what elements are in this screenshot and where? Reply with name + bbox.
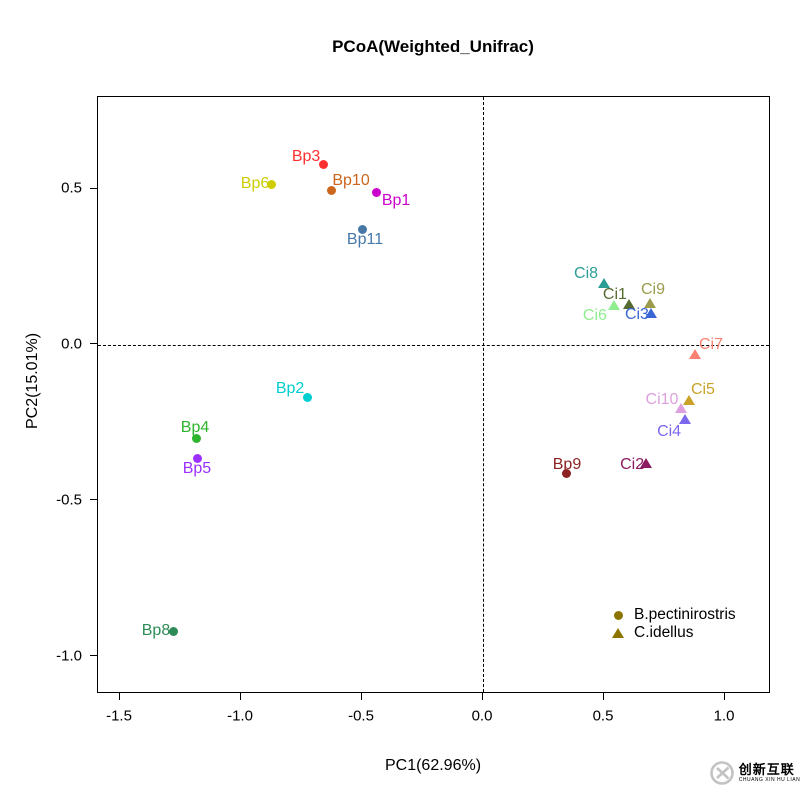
- y-axis-tick: [90, 187, 97, 189]
- data-point-Ci8: [598, 277, 611, 288]
- x-tick-label: 1.0: [713, 707, 735, 725]
- data-point-Bp2: [302, 393, 312, 403]
- x-tick-label: 0.5: [592, 707, 614, 725]
- point-label-Ci7: Ci7: [698, 336, 724, 354]
- legend-entry: B.pectinirostris: [610, 606, 736, 624]
- y-axis-tick: [90, 655, 97, 657]
- data-point-Bp10: [326, 186, 336, 196]
- x-axis-tick: [602, 693, 604, 700]
- x-axis-tick: [239, 693, 241, 700]
- point-label-Bp4: Bp4: [180, 418, 210, 436]
- data-point-Ci3: [644, 307, 657, 318]
- point-label-Ci2: Ci2: [620, 455, 645, 473]
- point-label-Ci6: Ci6: [582, 307, 607, 325]
- data-point-Ci2: [640, 457, 653, 468]
- legend-triangle-icon: [612, 628, 624, 638]
- x-tick-label: -1.0: [227, 707, 253, 725]
- y-axis-tick: [90, 343, 97, 345]
- data-point-Bp8: [169, 627, 179, 637]
- point-label-Bp1: Bp1: [381, 192, 411, 210]
- x-axis-tick: [360, 693, 362, 700]
- x-axis-tick: [118, 693, 120, 700]
- data-point-Bp6: [266, 179, 276, 189]
- watermark-text-cn: 创新互联: [738, 761, 795, 777]
- point-label-Ci10: Ci10: [645, 390, 679, 408]
- watermark-circle-x-icon: [709, 760, 734, 785]
- point-label-Bp2: Bp2: [275, 379, 305, 397]
- y-tick-label: -0.5: [56, 491, 82, 509]
- plot-area: Bp1 Bp2 Bp3 Bp4 Bp5 Bp6 Bp8 Bp9 Bp10 Bp11 Ci1 Ci2 Ci…: [97, 96, 770, 693]
- point-label-Bp8: Bp8: [141, 621, 171, 639]
- point-label-Ci1: Ci1: [602, 286, 627, 304]
- x-tick-label: 0.0: [471, 707, 493, 725]
- data-point-Ci10: [674, 402, 687, 413]
- x-tick-label: -1.5: [106, 707, 132, 725]
- legend-symbol-triangle: [610, 628, 626, 638]
- y-tick-label: 0.5: [61, 179, 82, 197]
- x-axis-label: PC1(62.96%): [384, 757, 482, 774]
- watermark-text: 创新互联 CHUANG XIN HU LIAN: [739, 763, 801, 783]
- x-tick-label: -0.5: [348, 707, 374, 725]
- data-point-Ci4: [679, 413, 692, 424]
- point-label-Bp9: Bp9: [552, 455, 582, 473]
- legend-entry: C.idellus: [610, 624, 736, 642]
- data-point-Bp9: [562, 469, 572, 479]
- legend-symbol-circle: [610, 610, 626, 620]
- data-point-Bp1: [371, 187, 381, 197]
- data-point-Bp5: [193, 454, 203, 464]
- zero-horizontal-reference-line: [98, 344, 769, 346]
- x-axis-tick: [481, 693, 483, 700]
- y-axis-tick: [90, 499, 97, 501]
- data-point-Ci7: [689, 349, 701, 360]
- data-point-Bp4: [191, 434, 201, 444]
- data-point-Ci6: [607, 300, 620, 311]
- y-tick-label: 0.0: [61, 335, 82, 353]
- legend-label: B.pectinirostris: [634, 606, 736, 623]
- data-point-Ci1: [622, 299, 635, 310]
- point-label-Ci8: Ci8: [574, 264, 599, 282]
- point-label-Bp10: Bp10: [332, 171, 370, 189]
- y-tick-label: -1.0: [56, 647, 82, 665]
- x-axis-tick: [723, 693, 725, 700]
- point-label-Ci3: Ci3: [624, 305, 649, 323]
- point-label-Bp6: Bp6: [240, 175, 270, 193]
- chart-title: PCoA(Weighted_Unifrac): [332, 37, 534, 56]
- legend-label: C.idellus: [634, 624, 694, 641]
- point-label-Bp5: Bp5: [182, 459, 212, 477]
- data-point-Ci9: [644, 297, 656, 308]
- point-label-Ci5: Ci5: [690, 380, 715, 398]
- zero-vertical-reference-line: [483, 97, 485, 692]
- data-point-Bp3: [318, 160, 328, 170]
- legend: B.pectinirostris C.idellus: [610, 606, 736, 642]
- point-label-Bp11: Bp11: [346, 230, 384, 248]
- data-point-Bp11: [357, 225, 367, 235]
- point-label-Ci9: Ci9: [640, 280, 666, 298]
- watermark-text-en: CHUANG XIN HU LIAN: [738, 776, 801, 783]
- watermark: 创新互联 CHUANG XIN HU LIAN: [700, 750, 809, 795]
- point-label-Bp3: Bp3: [291, 147, 321, 165]
- legend-circle-icon: [613, 610, 623, 620]
- point-label-Ci4: Ci4: [657, 422, 682, 440]
- data-point-Ci5: [682, 394, 695, 405]
